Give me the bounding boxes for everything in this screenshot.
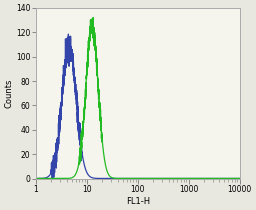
X-axis label: FL1-H: FL1-H (126, 197, 150, 206)
Y-axis label: Counts: Counts (4, 79, 13, 108)
